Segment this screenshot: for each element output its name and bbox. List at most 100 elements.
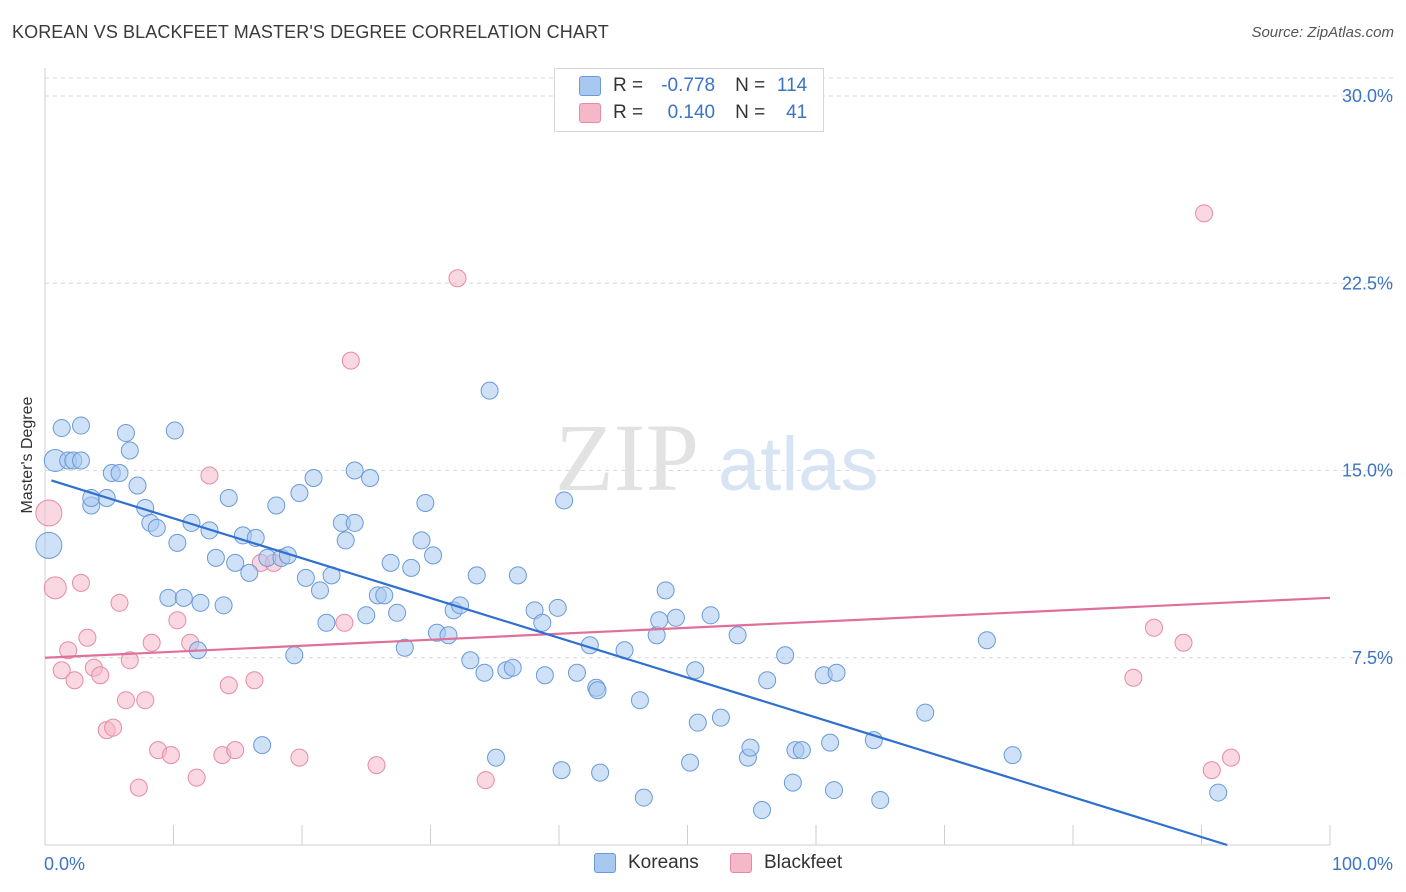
korean-point: [128, 476, 147, 495]
korean-point: [71, 451, 90, 470]
legend-r-label: R =: [613, 75, 644, 96]
korean-point: [1209, 783, 1228, 802]
korean-point: [267, 496, 286, 515]
korean-point: [120, 441, 139, 460]
blackfeet-point: [245, 671, 264, 690]
blackfeet-point: [1202, 761, 1221, 780]
korean-point: [977, 631, 996, 650]
korean-point: [686, 661, 705, 680]
korean-point: [310, 581, 329, 600]
blackfeet-point: [1124, 668, 1143, 687]
legend-n-value: 41: [786, 102, 808, 123]
korean-point: [336, 531, 355, 550]
y-tick-label: 30.0%: [1342, 86, 1393, 106]
korean-point: [567, 663, 586, 682]
legend-r-label: R =: [613, 102, 644, 123]
blackfeet-point: [290, 748, 309, 767]
korean-point: [681, 753, 700, 772]
korean-point: [168, 533, 187, 552]
blackfeet-trend-line: [44, 596, 1331, 659]
korean-point: [416, 493, 435, 512]
korean-point: [533, 613, 552, 632]
watermark-zip: ZIP: [555, 404, 699, 511]
blackfeet-point: [142, 633, 161, 652]
correlation-legend: R = -0.778 N = 114 R = 0.140 N = 41: [554, 68, 824, 132]
blackfeet-point: [1222, 748, 1241, 767]
korean-point: [591, 763, 610, 782]
korean-point: [345, 513, 364, 532]
korean-point: [381, 553, 400, 572]
blackfeet-point: [129, 778, 148, 797]
korean-point: [206, 548, 225, 567]
korean-point: [424, 546, 443, 565]
blackfeet-point: [448, 269, 467, 288]
watermark: ZIP atlas: [555, 404, 879, 511]
blackfeet-point: [1144, 618, 1163, 637]
korean-point: [296, 568, 315, 587]
korean-point: [666, 608, 685, 627]
blackfeet-point: [78, 628, 97, 647]
legend-n-label: N =: [735, 75, 766, 96]
korean-point: [588, 681, 607, 700]
korean-point: [147, 518, 166, 537]
blackfeet-point: [71, 573, 90, 592]
korean-point: [52, 419, 71, 438]
korean-point: [824, 781, 843, 800]
korean-point: [753, 801, 772, 820]
blackfeet-point: [219, 676, 238, 695]
korean-point: [475, 663, 494, 682]
korean-point: [191, 593, 210, 612]
y-tick-label: 22.5%: [1342, 273, 1393, 293]
blackfeet-point: [161, 746, 180, 765]
blackfeet-point: [367, 756, 386, 775]
axes: [44, 68, 1331, 846]
watermark-atlas: atlas: [718, 422, 879, 507]
korean-point: [345, 461, 364, 480]
blackfeet-point: [226, 741, 245, 760]
korean-point: [728, 626, 747, 645]
korean-point: [656, 581, 675, 600]
x-tick-label: 100.0%: [1332, 854, 1393, 874]
blackfeet-point: [120, 651, 139, 670]
chart-title: KOREAN VS BLACKFEET MASTER'S DEGREE CORR…: [12, 22, 609, 42]
korean-point: [375, 586, 394, 605]
korean-point: [35, 531, 63, 559]
korean-point: [116, 424, 135, 443]
legend-n-value: 114: [776, 75, 808, 96]
korean-point: [439, 626, 458, 645]
blackfeet-point: [476, 771, 495, 790]
trend-lines: [44, 479, 1331, 847]
korean-point: [1003, 746, 1022, 765]
legend-row-blackfeet: R = 0.140 N = 41: [579, 101, 807, 125]
korean-point: [226, 553, 245, 572]
koreans-legend-swatch: [594, 853, 616, 873]
koreans-swatch: [579, 76, 601, 96]
korean-point: [552, 761, 571, 780]
korean-point: [412, 531, 431, 550]
blackfeet-point: [52, 661, 71, 680]
legend-item-koreans[interactable]: Koreans: [594, 852, 699, 874]
series-legend: Koreans Blackfeet: [0, 852, 1406, 878]
blackfeet-legend-label: Blackfeet: [764, 852, 843, 873]
korean-point: [701, 606, 720, 625]
legend-item-blackfeet[interactable]: Blackfeet: [730, 852, 842, 874]
korean-point: [916, 703, 935, 722]
korean-point: [487, 748, 506, 767]
korean-point: [503, 658, 522, 677]
korean-point: [165, 421, 184, 440]
korean-point: [71, 416, 90, 435]
korean-point: [304, 468, 323, 487]
koreans-legend-label: Koreans: [628, 852, 699, 873]
koreans-points: [35, 381, 1228, 820]
korean-point: [821, 733, 840, 752]
korean-point: [159, 588, 178, 607]
korean-point: [357, 606, 376, 625]
koreans-trend-line: [51, 479, 1228, 847]
y-tick-label: 7.5%: [1352, 648, 1393, 668]
blackfeet-point: [1174, 633, 1193, 652]
korean-point: [535, 666, 554, 685]
blackfeet-points: [35, 204, 1241, 797]
korean-point: [688, 713, 707, 732]
korean-point: [290, 483, 309, 502]
